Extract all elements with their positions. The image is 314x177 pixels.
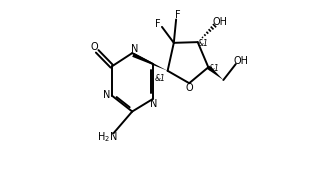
Text: &1: &1 <box>208 64 219 73</box>
Text: O: O <box>90 42 98 52</box>
Text: N: N <box>103 90 110 100</box>
Text: OH: OH <box>212 18 227 27</box>
Text: &1: &1 <box>198 39 209 48</box>
Text: F: F <box>175 10 180 19</box>
Text: N: N <box>131 44 138 54</box>
Text: &1: &1 <box>155 74 165 83</box>
Text: OH: OH <box>234 56 249 65</box>
Text: N: N <box>150 99 158 109</box>
Polygon shape <box>132 53 168 71</box>
Text: F: F <box>155 19 160 29</box>
Text: H$_2$N: H$_2$N <box>97 131 117 144</box>
Text: O: O <box>186 83 193 93</box>
Polygon shape <box>207 66 223 80</box>
